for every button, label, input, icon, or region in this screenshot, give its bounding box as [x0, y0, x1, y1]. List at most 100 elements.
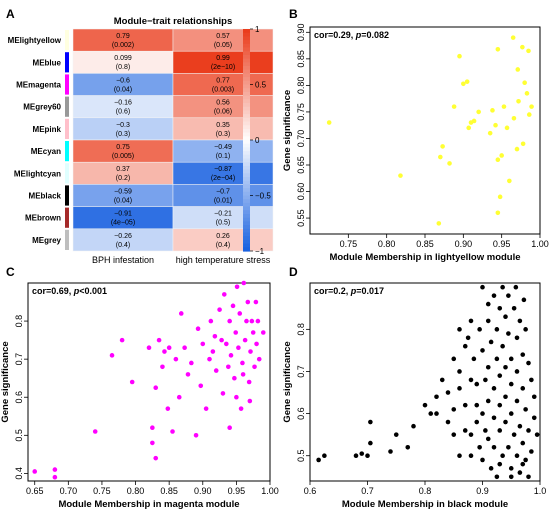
cell-pvalue-9-1: (0.4)	[216, 242, 230, 249]
scatter-point	[508, 474, 514, 480]
scatter-point	[422, 402, 428, 408]
scatter-point	[521, 297, 527, 303]
scatter-point	[440, 144, 445, 149]
scatter-point	[523, 407, 528, 412]
row-color-swatch-7	[65, 185, 69, 206]
cell-pvalue-3-0: (0.6)	[116, 109, 130, 116]
scatter-point	[471, 118, 477, 124]
scatter-point	[439, 377, 445, 383]
x-tick-label: 1.00	[531, 239, 549, 249]
scatter-point	[457, 369, 462, 374]
p-value-text: =0.082	[361, 30, 389, 40]
y-tick-label: 0.90	[296, 24, 306, 42]
scatter-point	[160, 364, 165, 370]
scatter-point	[495, 46, 501, 52]
scatter-point	[203, 406, 209, 411]
heatmap-title: Module−trait relationships	[114, 16, 233, 27]
scatter-point	[52, 474, 58, 480]
y-tick-label: 0.65	[296, 156, 306, 174]
scatter-point	[150, 440, 155, 446]
cell-pvalue-2-0: (0.04)	[114, 86, 132, 93]
scatter-point	[461, 81, 466, 87]
colorbar-segment	[243, 132, 250, 137]
scatter-point	[32, 469, 38, 474]
cell-value-6-1: −0.87	[214, 166, 232, 173]
colorbar-tick-label: 0.5	[255, 81, 267, 90]
y-tick-label: 0.4	[14, 467, 24, 480]
scatter-point	[471, 356, 477, 362]
scatter-point	[508, 411, 514, 416]
colorbar-segment	[243, 110, 250, 115]
colorbar-segment	[243, 199, 250, 204]
scatter-point	[238, 406, 244, 411]
colorbar-segment	[243, 136, 250, 141]
x-axis-label: Module Membership in lightyellow module	[329, 252, 520, 263]
scatter-point	[388, 449, 393, 454]
scatter-point	[398, 173, 403, 178]
cell-pvalue-8-1: (0.5)	[216, 220, 230, 227]
x-tick-label: 0.8	[419, 486, 432, 496]
scatter-point	[255, 318, 261, 324]
colorbar-segment	[243, 43, 250, 49]
colorbar-segment	[243, 188, 250, 193]
y-tick-label: 0.7	[296, 365, 306, 378]
scatter-point	[499, 153, 504, 158]
scatter-point	[393, 432, 399, 437]
scatter-point	[526, 48, 531, 54]
scatter-point	[507, 178, 512, 184]
scatter-point	[524, 91, 530, 96]
cell-pvalue-0-1: (0.05)	[214, 42, 232, 49]
scatter-point	[500, 343, 505, 349]
colorbar-tick-label: 1	[255, 25, 260, 34]
scatter-point	[513, 284, 519, 290]
colorbar-segment	[243, 40, 250, 45]
scatter-point	[529, 377, 534, 383]
y-axis-label: Gene significance	[0, 341, 11, 422]
scatter-point	[491, 444, 497, 450]
scatter-point	[483, 377, 488, 383]
scatter-point	[185, 372, 191, 377]
scatter-point	[353, 453, 359, 459]
scatter-point	[485, 436, 491, 442]
scatter-point	[198, 383, 204, 389]
colorbar-segment	[243, 143, 250, 148]
row-color-swatch-6	[65, 163, 69, 184]
scatter-panel-d: 0.6 0.7 0.8 0.9 1.0 0.5 0.6 0.7 0.8 Module Member…	[282, 282, 546, 510]
p-symbol: p	[355, 30, 362, 40]
scatter-point	[493, 122, 498, 128]
colorbar-segment	[243, 106, 250, 111]
scatter-point	[464, 79, 470, 84]
row-color-swatch-3	[65, 96, 69, 117]
scatter-point	[491, 386, 497, 391]
cell-pvalue-6-0: (0.2)	[116, 175, 130, 182]
y-tick-label: 0.5	[296, 449, 306, 462]
scatter-panel-b: 0.75 0.80 0.85 0.90 0.95 1.00 0.55 0.60 0.65 0.70…	[282, 24, 549, 263]
scatter-point	[240, 372, 246, 377]
y-tick-label: 0.80	[296, 77, 306, 95]
colorbar-segment	[243, 95, 250, 100]
scatter-point	[368, 419, 373, 425]
scatter-point	[230, 303, 236, 309]
cell-value-6-0: 0.37	[116, 166, 130, 173]
colorbar-segment	[243, 140, 250, 145]
scatter-point	[480, 284, 485, 290]
x-tick-label: 0.95	[228, 486, 246, 496]
plot-frame	[309, 26, 541, 235]
scatter-point	[490, 108, 495, 113]
cell-value-1-0: 0.099	[114, 55, 132, 62]
colorbar-segment	[243, 99, 250, 104]
scatter-point	[497, 194, 503, 200]
colorbar-segment	[243, 243, 250, 248]
x-tick-label: 0.85	[416, 239, 434, 249]
row-label-3: MEgrey60	[23, 103, 61, 112]
cor-text: cor=0.2,	[314, 286, 351, 296]
scatter-point	[468, 432, 474, 437]
scatter-point	[213, 368, 219, 373]
colorbar-segment	[243, 247, 250, 252]
scatter-point	[368, 440, 373, 446]
scatter-point	[165, 406, 171, 411]
scatter-point	[178, 311, 184, 316]
cell-pvalue-7-1: (0.01)	[214, 197, 232, 204]
colorbar-segment	[243, 121, 250, 126]
scatter-point	[207, 356, 212, 362]
